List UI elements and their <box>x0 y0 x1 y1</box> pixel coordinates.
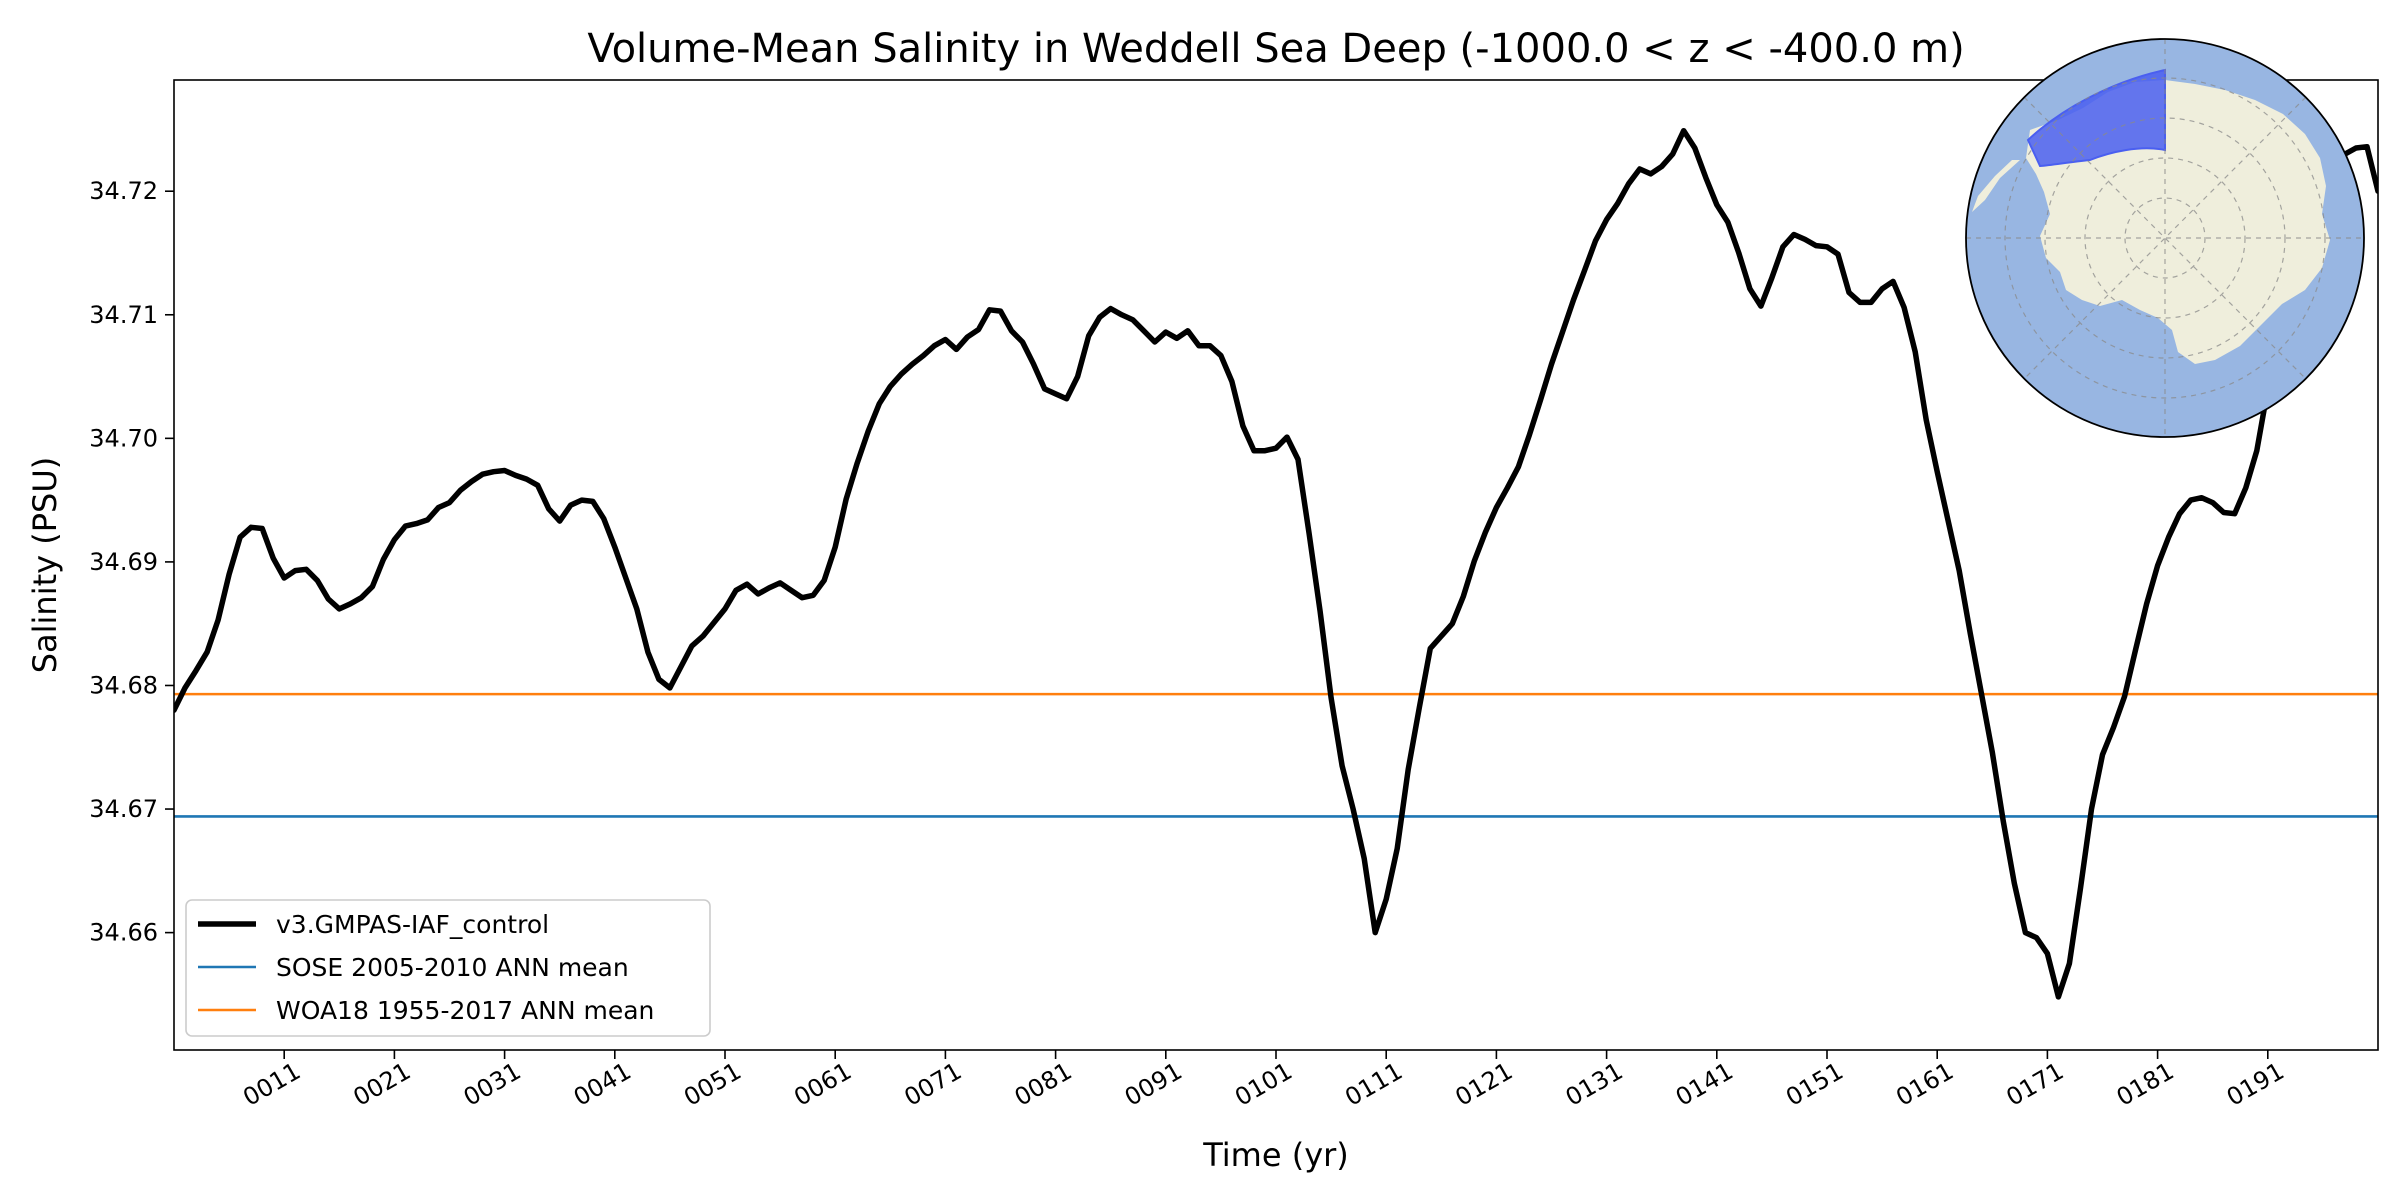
y-tick-label: 34.68 <box>89 671 158 699</box>
x-tick-label: 0171 <box>2002 1057 2069 1112</box>
y-axis-ticks: 34.66 34.67 34.68 34.69 34.70 34.71 34.72 <box>89 177 174 947</box>
map-graticule <box>1966 39 2364 437</box>
x-tick-label: 0101 <box>1230 1057 1297 1112</box>
map-border <box>1965 38 2365 438</box>
y-tick-label: 34.70 <box>89 424 158 452</box>
plot-frame <box>173 79 2379 1051</box>
plot-area <box>174 127 2378 1000</box>
x-axis-label: Time (yr) <box>1202 1136 1349 1174</box>
x-tick-label: 0051 <box>679 1057 746 1112</box>
x-tick-label: 0141 <box>1671 1057 1738 1112</box>
y-tick-label: 34.72 <box>89 177 158 205</box>
x-tick-label: 0021 <box>349 1057 416 1112</box>
x-tick-label: 0151 <box>1781 1057 1848 1112</box>
x-tick-label: 0121 <box>1451 1057 1518 1112</box>
legend: v3.GMPAS-IAF_control SOSE 2005-2010 ANN … <box>185 899 711 1037</box>
legend-box <box>185 899 711 1037</box>
control-run-line <box>174 127 2378 1000</box>
x-tick-label: 0111 <box>1340 1057 1407 1112</box>
x-tick-label: 0041 <box>569 1057 636 1112</box>
x-tick-label: 0081 <box>1010 1057 1077 1112</box>
x-tick-label: 0131 <box>1561 1057 1628 1112</box>
x-tick-label: 0191 <box>2222 1057 2289 1112</box>
x-tick-label: 0071 <box>900 1057 967 1112</box>
chart-title: Volume-Mean Salinity in Weddell Sea Deep… <box>587 26 1964 72</box>
x-tick-label: 0011 <box>238 1057 305 1112</box>
y-tick-label: 34.69 <box>89 548 158 576</box>
y-tick-label: 34.71 <box>89 301 158 329</box>
x-tick-label: 0061 <box>789 1057 856 1112</box>
x-tick-label: 0161 <box>1891 1057 1958 1112</box>
y-tick-label: 34.67 <box>89 795 158 823</box>
legend-label-woa18: WOA18 1955-2017 ANN mean <box>276 996 654 1025</box>
legend-label-sose: SOSE 2005-2010 ANN mean <box>276 953 629 982</box>
legend-label-control-run: v3.GMPAS-IAF_control <box>276 910 549 939</box>
weddell-sea-region <box>2026 68 2166 168</box>
y-axis-label: Salinity (PSU) <box>26 457 64 674</box>
y-tick-label: 34.66 <box>89 919 158 947</box>
x-tick-label: 0181 <box>2112 1057 2179 1112</box>
x-tick-label: 0091 <box>1120 1057 1187 1112</box>
inset-region-map <box>1965 38 2365 438</box>
x-axis-ticks: 0011 0021 0031 0041 0051 0061 0071 0081 0091 0101… <box>238 1050 2289 1112</box>
x-tick-label: 0031 <box>459 1057 526 1112</box>
